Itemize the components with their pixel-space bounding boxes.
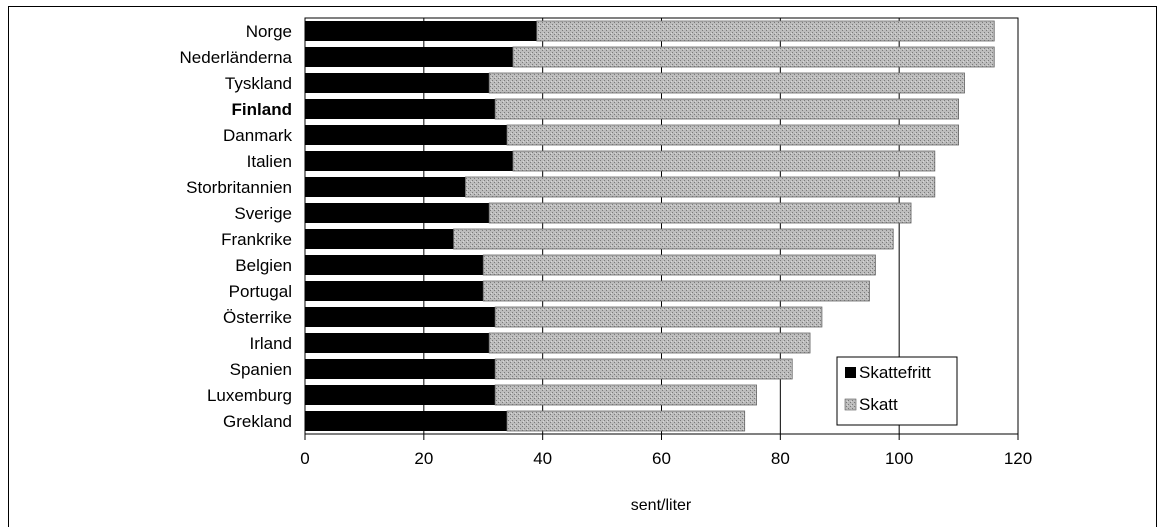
tick-label: 120 [1004, 449, 1032, 468]
category-label: Grekland [223, 412, 292, 431]
legend: Skattefritt Skatt [836, 356, 958, 426]
category-label: Tyskland [225, 74, 292, 93]
category-label: Storbritannien [186, 178, 292, 197]
x-axis-title: sent/liter [631, 497, 692, 514]
bar-skattefritt [305, 99, 496, 119]
bar-skatt [482, 254, 876, 276]
category-label: Spanien [230, 360, 292, 379]
bar-skatt [494, 306, 823, 328]
bar-skatt [506, 124, 959, 146]
bar-skatt [465, 176, 936, 198]
chart-frame [8, 6, 1157, 527]
bar-skattefritt [305, 73, 490, 93]
bar-skattefritt [305, 385, 496, 405]
bar-skatt [488, 332, 811, 354]
bar-skatt [488, 202, 912, 224]
bar-skatt [494, 384, 757, 406]
bar-skattefritt [305, 359, 496, 379]
bar-skattefritt [305, 125, 508, 145]
bar-skatt [494, 98, 959, 120]
legend-swatch-skatt [844, 398, 857, 411]
bar-skatt [494, 358, 793, 380]
category-label: Portugal [229, 282, 292, 301]
bar-skattefritt [305, 47, 513, 67]
tick-label: 20 [414, 449, 433, 468]
bar-skatt [536, 20, 995, 42]
category-label: Italien [247, 152, 292, 171]
category-label: Norge [246, 22, 292, 41]
tick-label: 60 [652, 449, 671, 468]
x-axis-ticks: 0 20 40 60 80 100 120 [300, 434, 1032, 468]
category-label: Finland [232, 100, 292, 119]
bar-skattefritt [305, 333, 490, 353]
legend-swatch-skattefritt [845, 367, 856, 378]
category-label: Österrike [223, 308, 292, 327]
bar-skattefritt [305, 229, 454, 249]
bar-skatt [506, 410, 746, 432]
category-label: Danmark [223, 126, 292, 145]
category-label: Sverige [234, 204, 292, 223]
category-label: Nederländerna [180, 48, 293, 67]
bar-skatt [482, 280, 870, 302]
category-labels: Norge Nederländerna Tyskland Finland Danmark… [180, 22, 293, 431]
bar-skattefritt [305, 203, 490, 223]
bar-skattefritt [305, 21, 537, 41]
category-label: Irland [249, 334, 292, 353]
bar-skattefritt [305, 307, 496, 327]
bar-skattefritt [305, 255, 484, 275]
bar-skatt [488, 72, 965, 94]
tick-label: 100 [885, 449, 913, 468]
category-label: Frankrike [221, 230, 292, 249]
bar-skattefritt [305, 411, 508, 431]
category-label: Belgien [235, 256, 292, 275]
tick-label: 40 [533, 449, 552, 468]
bar-skatt [512, 46, 995, 68]
legend-label-skatt: Skatt [859, 395, 898, 414]
bar-skattefritt [305, 281, 484, 301]
legend-label-skattefritt: Skattefritt [859, 363, 931, 382]
category-label: Luxemburg [207, 386, 292, 405]
tick-label: 0 [300, 449, 309, 468]
bar-skatt [512, 150, 936, 172]
bar-skattefritt [305, 177, 466, 197]
tick-label: 80 [771, 449, 790, 468]
bar-skatt [453, 228, 894, 250]
bar-skattefritt [305, 151, 513, 171]
legend-box [836, 356, 958, 426]
bars [305, 20, 995, 432]
